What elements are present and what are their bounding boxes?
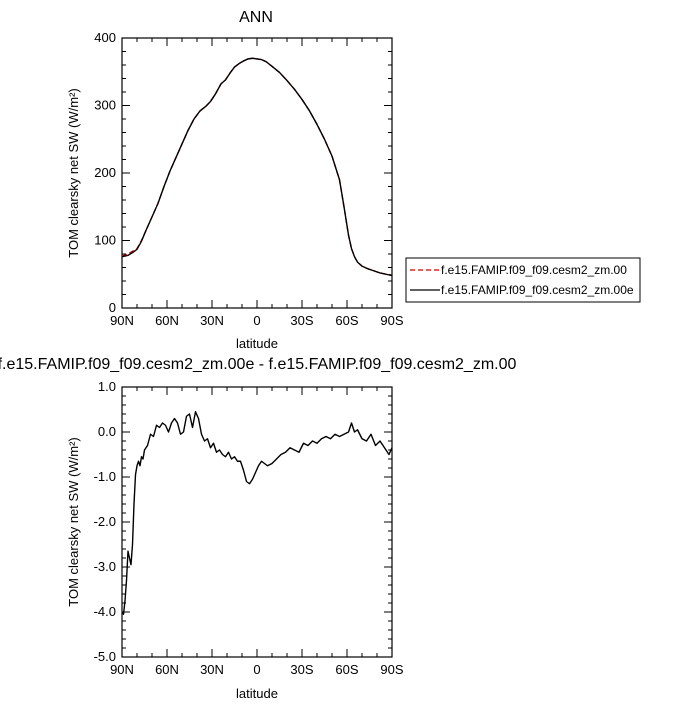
bottom-chart-plot-frame xyxy=(121,386,393,658)
top-chart-x-ticks: 90N 60N 30N 0 30S 60S 90S xyxy=(110,38,404,328)
y-tick-label: -3.0 xyxy=(94,559,116,574)
bottom-chart-title: f.e15.FAMIP.f09_f09.cesm2_zm.00e - f.e15… xyxy=(0,356,517,373)
series-line-1 xyxy=(121,411,393,615)
bottom-chart-x-axis-title: latitude xyxy=(236,686,278,701)
x-tick-label: 30S xyxy=(290,662,313,677)
legend-box xyxy=(405,257,641,303)
x-tick-label: 30N xyxy=(200,313,224,328)
x-tick-label: 90S xyxy=(380,662,403,677)
top-chart-plot-frame xyxy=(121,37,393,309)
y-tick-label: 1.0 xyxy=(98,379,116,394)
x-tick-label: 60N xyxy=(155,313,179,328)
y-tick-label: 400 xyxy=(94,30,116,45)
x-tick-label: 90N xyxy=(110,313,134,328)
bottom-chart-y-ticks: -5.0 -4.0 -3.0 -2.0 -1.0 0.0 1.0 xyxy=(94,379,392,664)
x-tick-label: 0 xyxy=(253,662,260,677)
top-chart: ANN 90N 60N 30N 0 30S 60S 90S 0 100 200 300 400 la… xyxy=(66,9,641,351)
y-tick-label: -1.0 xyxy=(94,469,116,484)
top-chart-y-ticks: 0 100 200 300 400 xyxy=(94,30,392,315)
series-line-2 xyxy=(121,57,393,277)
bottom-chart-y-axis-title: TOM clearsky net SW (W/m²) xyxy=(66,437,81,606)
top-chart-series-group xyxy=(121,57,393,277)
x-tick-label: 60N xyxy=(155,662,179,677)
x-tick-label: 60S xyxy=(335,662,358,677)
series-line-1 xyxy=(121,57,393,276)
y-tick-label: -4.0 xyxy=(94,604,116,619)
bottom-chart-series-group xyxy=(121,411,393,615)
y-tick-label: 0 xyxy=(109,300,116,315)
y-tick-label: 100 xyxy=(94,233,116,248)
x-tick-label: 60S xyxy=(335,313,358,328)
y-tick-label: 200 xyxy=(94,165,116,180)
y-tick-label: -5.0 xyxy=(94,649,116,664)
y-tick-label: 0.0 xyxy=(98,424,116,439)
y-tick-label: -2.0 xyxy=(94,514,116,529)
x-tick-label: 30N xyxy=(200,662,224,677)
legend: f.e15.FAMIP.f09_f09.cesm2_zm.00 f.e15.FA… xyxy=(405,257,641,303)
top-chart-title: ANN xyxy=(239,9,273,26)
legend-label-series-2: f.e15.FAMIP.f09_f09.cesm2_zm.00e xyxy=(441,283,634,297)
y-tick-label: 300 xyxy=(94,98,116,113)
top-chart-y-axis-title: TOM clearsky net SW (W/m²) xyxy=(66,88,81,257)
x-tick-label: 90N xyxy=(110,662,134,677)
x-tick-label: 30S xyxy=(290,313,313,328)
bottom-chart: f.e15.FAMIP.f09_f09.cesm2_zm.00e - f.e15… xyxy=(0,356,517,701)
x-tick-label: 90S xyxy=(380,313,403,328)
top-chart-x-axis-title: latitude xyxy=(236,336,278,351)
bottom-chart-x-ticks: 90N 60N 30N 0 30S 60S 90S xyxy=(110,387,404,677)
x-tick-label: 0 xyxy=(253,313,260,328)
legend-label-series-1: f.e15.FAMIP.f09_f09.cesm2_zm.00 xyxy=(441,263,627,277)
